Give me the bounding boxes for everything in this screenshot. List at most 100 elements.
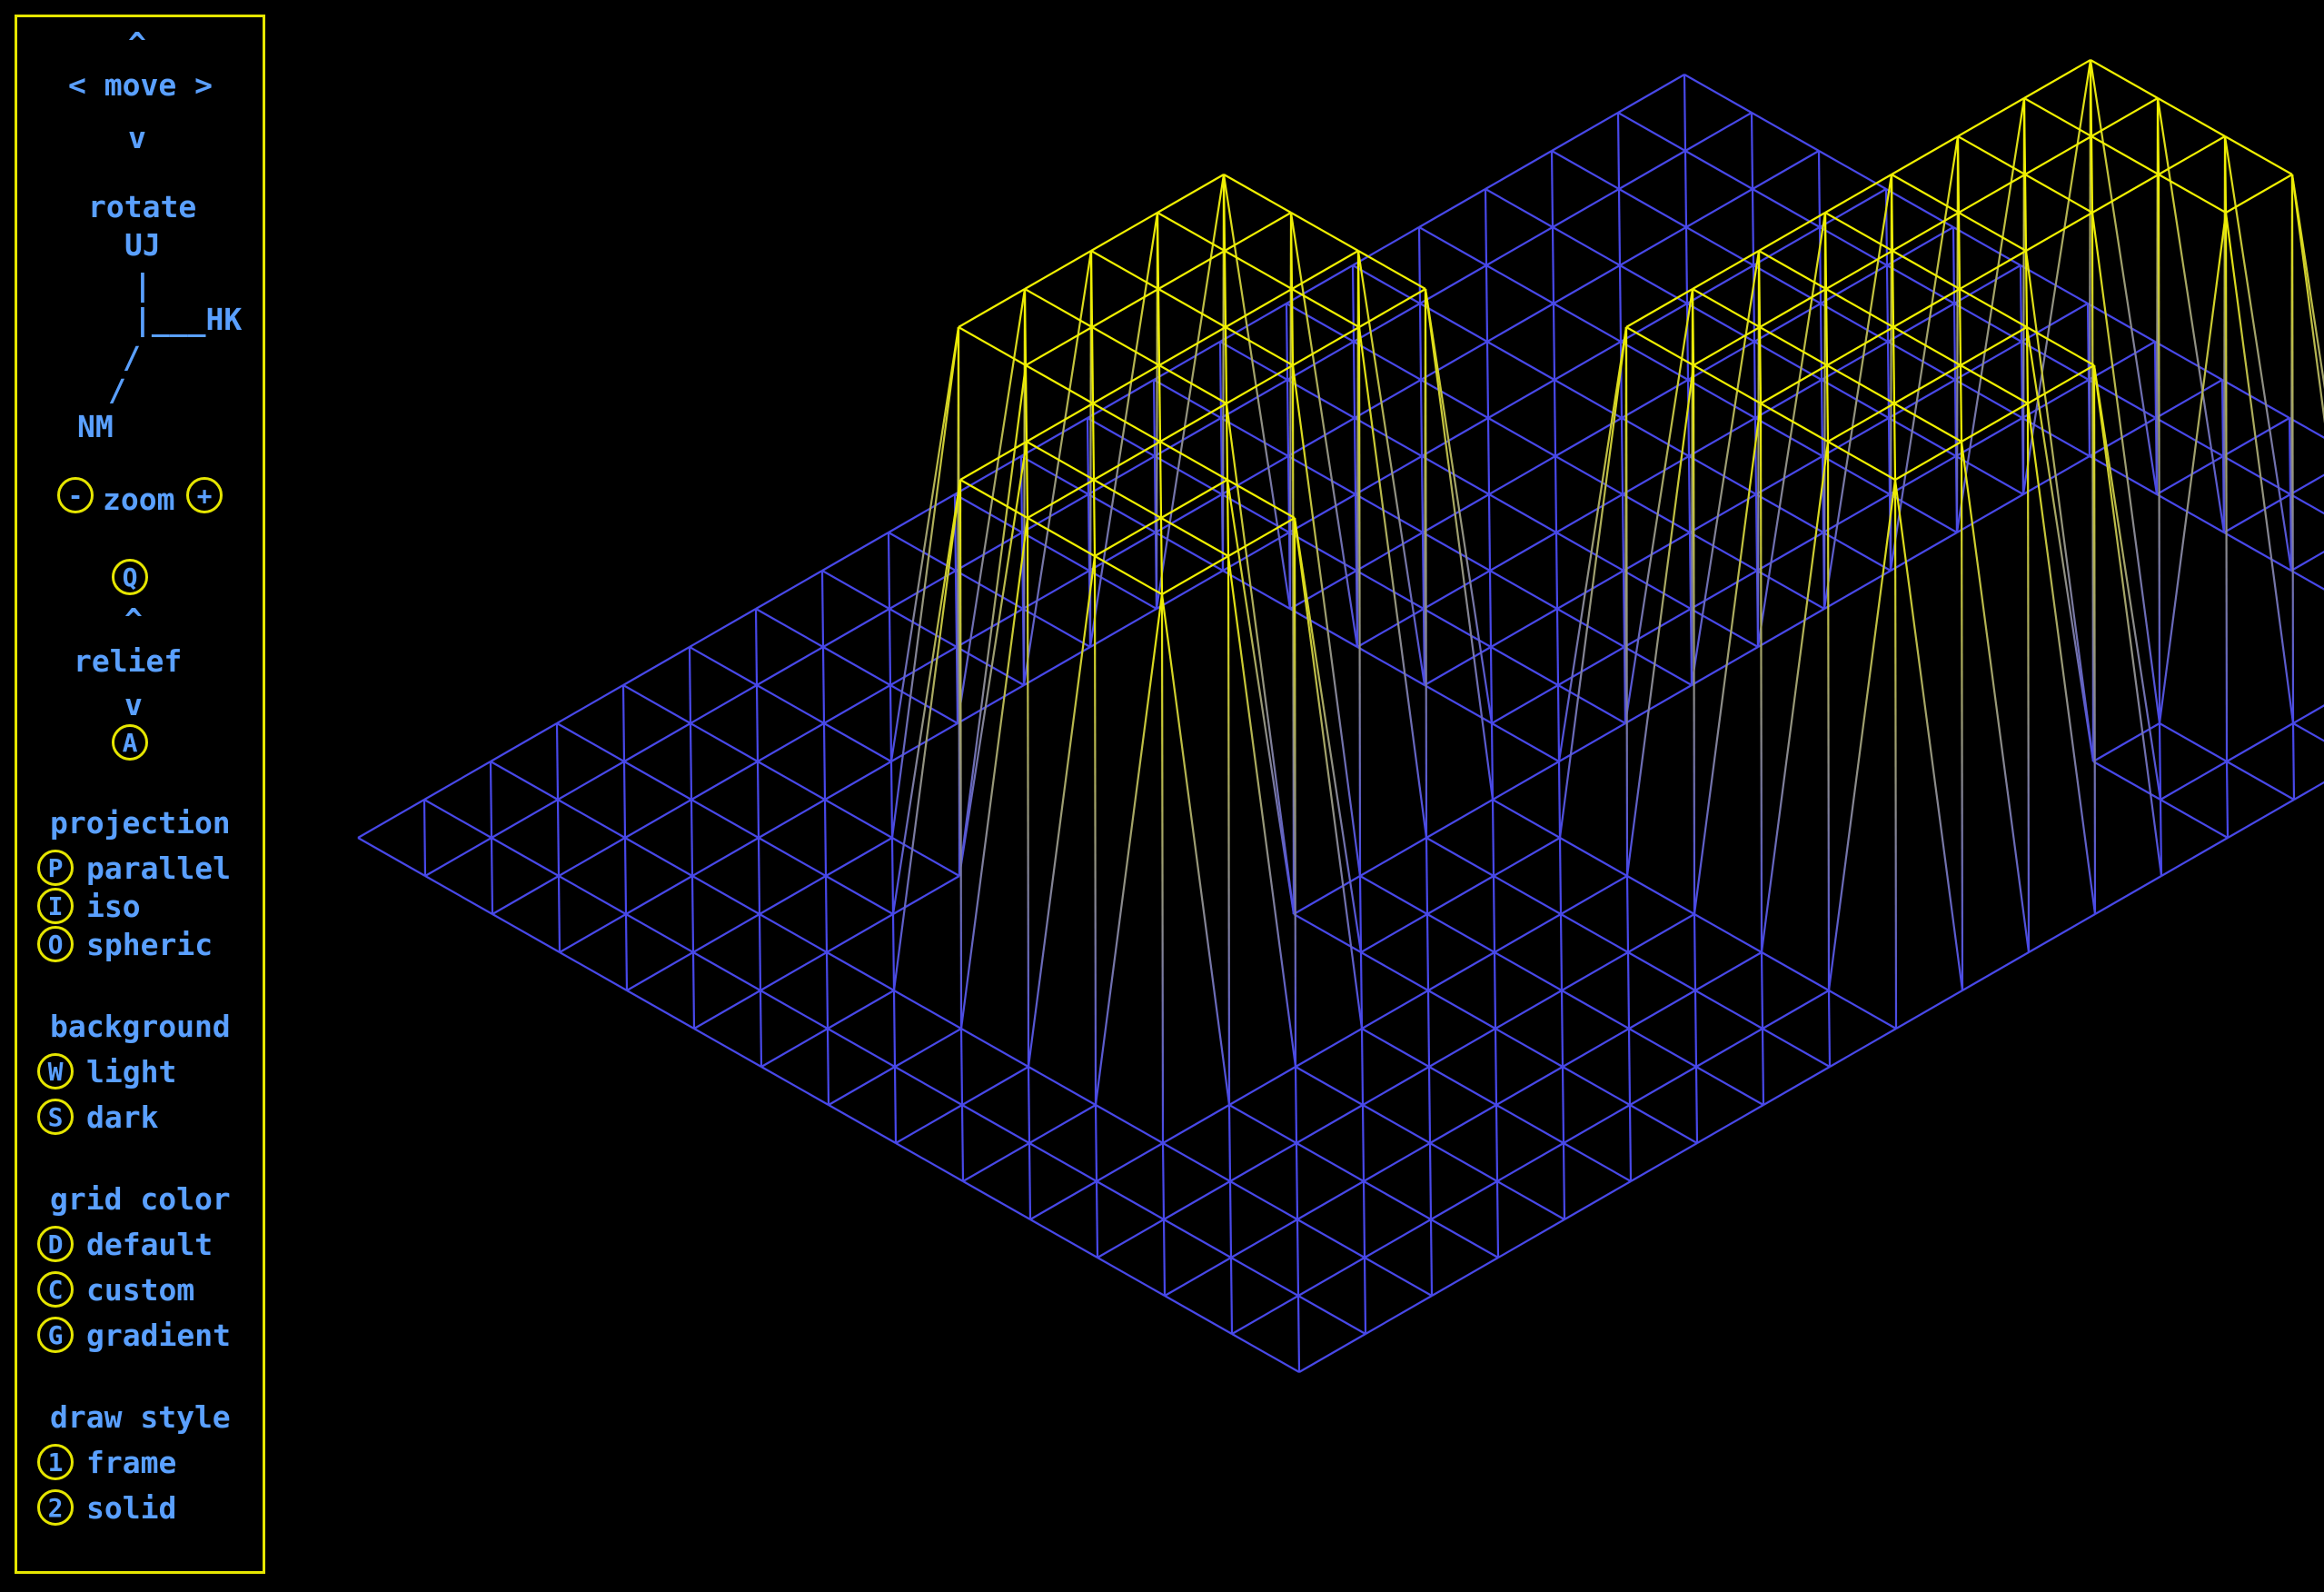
grid-edge [1688, 455, 1757, 495]
grid-edge [1223, 250, 1227, 328]
grid-edge [2223, 532, 2292, 572]
background-light-key[interactable]: W [37, 1053, 74, 1090]
grid-edge [1160, 479, 1228, 519]
grid-edge [491, 799, 559, 839]
grid-edge [824, 875, 829, 953]
grid-edge [1822, 417, 1890, 457]
grid-edge [2290, 174, 2295, 724]
grid-color-default-key[interactable]: D [37, 1226, 74, 1262]
grid-edge [1487, 417, 1556, 457]
grid-edge [1826, 364, 1895, 404]
grid-edge [962, 1180, 1031, 1220]
draw-style-frame-key[interactable]: 1 [37, 1444, 74, 1480]
rotate-hk-key[interactable]: |___HK [134, 302, 243, 337]
grid-edge [1222, 570, 1291, 610]
grid-color-default-label[interactable]: default [86, 1227, 214, 1262]
grid-edge [1489, 646, 1494, 724]
grid-edge [1624, 684, 1693, 724]
grid-color-gradient-label[interactable]: gradient [86, 1318, 231, 1353]
grid-edge [1760, 951, 1764, 1030]
grid-edge [1163, 1219, 1232, 1259]
grid-edge [757, 761, 826, 801]
grid-edge [1227, 517, 1296, 557]
projection-spheric-key[interactable]: O [37, 926, 74, 962]
grid-edge [1762, 1028, 1831, 1068]
draw-style-solid-key[interactable]: 2 [37, 1489, 74, 1526]
grid-edge [2020, 264, 2089, 304]
grid-edge [626, 951, 694, 991]
grid-edge [1485, 226, 1554, 266]
grid-edge [1888, 379, 1956, 419]
move-label[interactable]: < move > [68, 67, 213, 103]
grid-edge [690, 799, 694, 877]
grid-edge [828, 1066, 896, 1106]
grid-edge [888, 608, 892, 686]
grid-edge [2157, 174, 2161, 724]
wireframe-viewport[interactable] [273, 0, 2324, 1592]
grid-edge [555, 722, 560, 801]
grid-edge [1760, 403, 1829, 443]
grid-edge [959, 441, 1028, 481]
grid-edge [1286, 455, 1291, 533]
projection-spheric-label[interactable]: spheric [86, 927, 214, 962]
grid-edge [1157, 174, 1225, 214]
grid-edge [357, 837, 426, 877]
grid-edge [1889, 455, 1957, 495]
zoom-out-key[interactable]: - [57, 477, 94, 513]
grid-edge [1028, 1066, 1097, 1106]
rotate-uj-key[interactable]: UJ [124, 227, 161, 263]
zoom-in-key[interactable]: + [186, 477, 223, 513]
grid-edge [1488, 493, 1557, 533]
move-up-arrow[interactable]: ^ [128, 25, 146, 61]
grid-edge [1958, 174, 2026, 214]
grid-color-custom-key[interactable]: C [37, 1271, 74, 1308]
rotate-nm-key[interactable]: NM [77, 409, 114, 444]
projection-iso-key[interactable]: I [37, 888, 74, 924]
grid-edge [1351, 264, 1356, 343]
grid-edge [2159, 799, 2163, 877]
projection-parallel-key[interactable]: P [37, 850, 74, 886]
grid-edge [691, 875, 760, 915]
grid-edge [1090, 212, 1158, 252]
background-dark-label[interactable]: dark [86, 1099, 159, 1135]
grid-edge [2225, 761, 2230, 839]
grid-edge [1286, 264, 1354, 304]
grid-edge [1953, 379, 1958, 457]
grid-edge [1227, 479, 1296, 519]
grid-edge [1563, 1142, 1632, 1182]
grid-color-custom-label[interactable]: custom [86, 1272, 195, 1308]
grid-edge [1097, 1219, 1165, 1259]
grid-edge [2223, 135, 2293, 572]
grid-edge [1361, 1028, 1430, 1068]
grid-edge [623, 722, 691, 762]
grid-edge [1763, 1066, 1831, 1106]
background-light-label[interactable]: light [86, 1054, 177, 1090]
projection-iso-label[interactable]: iso [86, 889, 141, 924]
grid-edge [823, 799, 828, 877]
grid-edge [1164, 1257, 1232, 1297]
relief-up-arrow: ^ [124, 602, 143, 637]
grid-edge [1958, 288, 1962, 366]
grid-edge [888, 493, 956, 533]
grid-edge [1560, 875, 1628, 915]
draw-style-solid-label[interactable]: solid [86, 1490, 177, 1526]
grid-edge [1753, 341, 1822, 381]
grid-edge [1154, 417, 1222, 457]
grid-edge [1290, 288, 1295, 366]
grid-edge [2091, 97, 2159, 137]
grid-edge [1490, 722, 1495, 801]
background-dark-key[interactable]: S [37, 1099, 74, 1135]
grid-edge [1620, 303, 1688, 343]
grid-edge [1627, 951, 1696, 991]
relief-up-key[interactable]: Q [112, 559, 148, 595]
draw-style-frame-label[interactable]: frame [86, 1445, 177, 1480]
relief-down-key[interactable]: A [112, 724, 148, 761]
grid-color-gradient-key[interactable]: G [37, 1317, 74, 1353]
grid-edge [1025, 364, 1094, 404]
grid-edge [1892, 403, 1897, 481]
projection-parallel-label[interactable]: parallel [86, 851, 231, 886]
grid-edge [1160, 517, 1229, 557]
grid-edge [1289, 608, 1358, 648]
grid-edge [690, 875, 695, 953]
move-down-arrow[interactable]: v [128, 120, 146, 155]
